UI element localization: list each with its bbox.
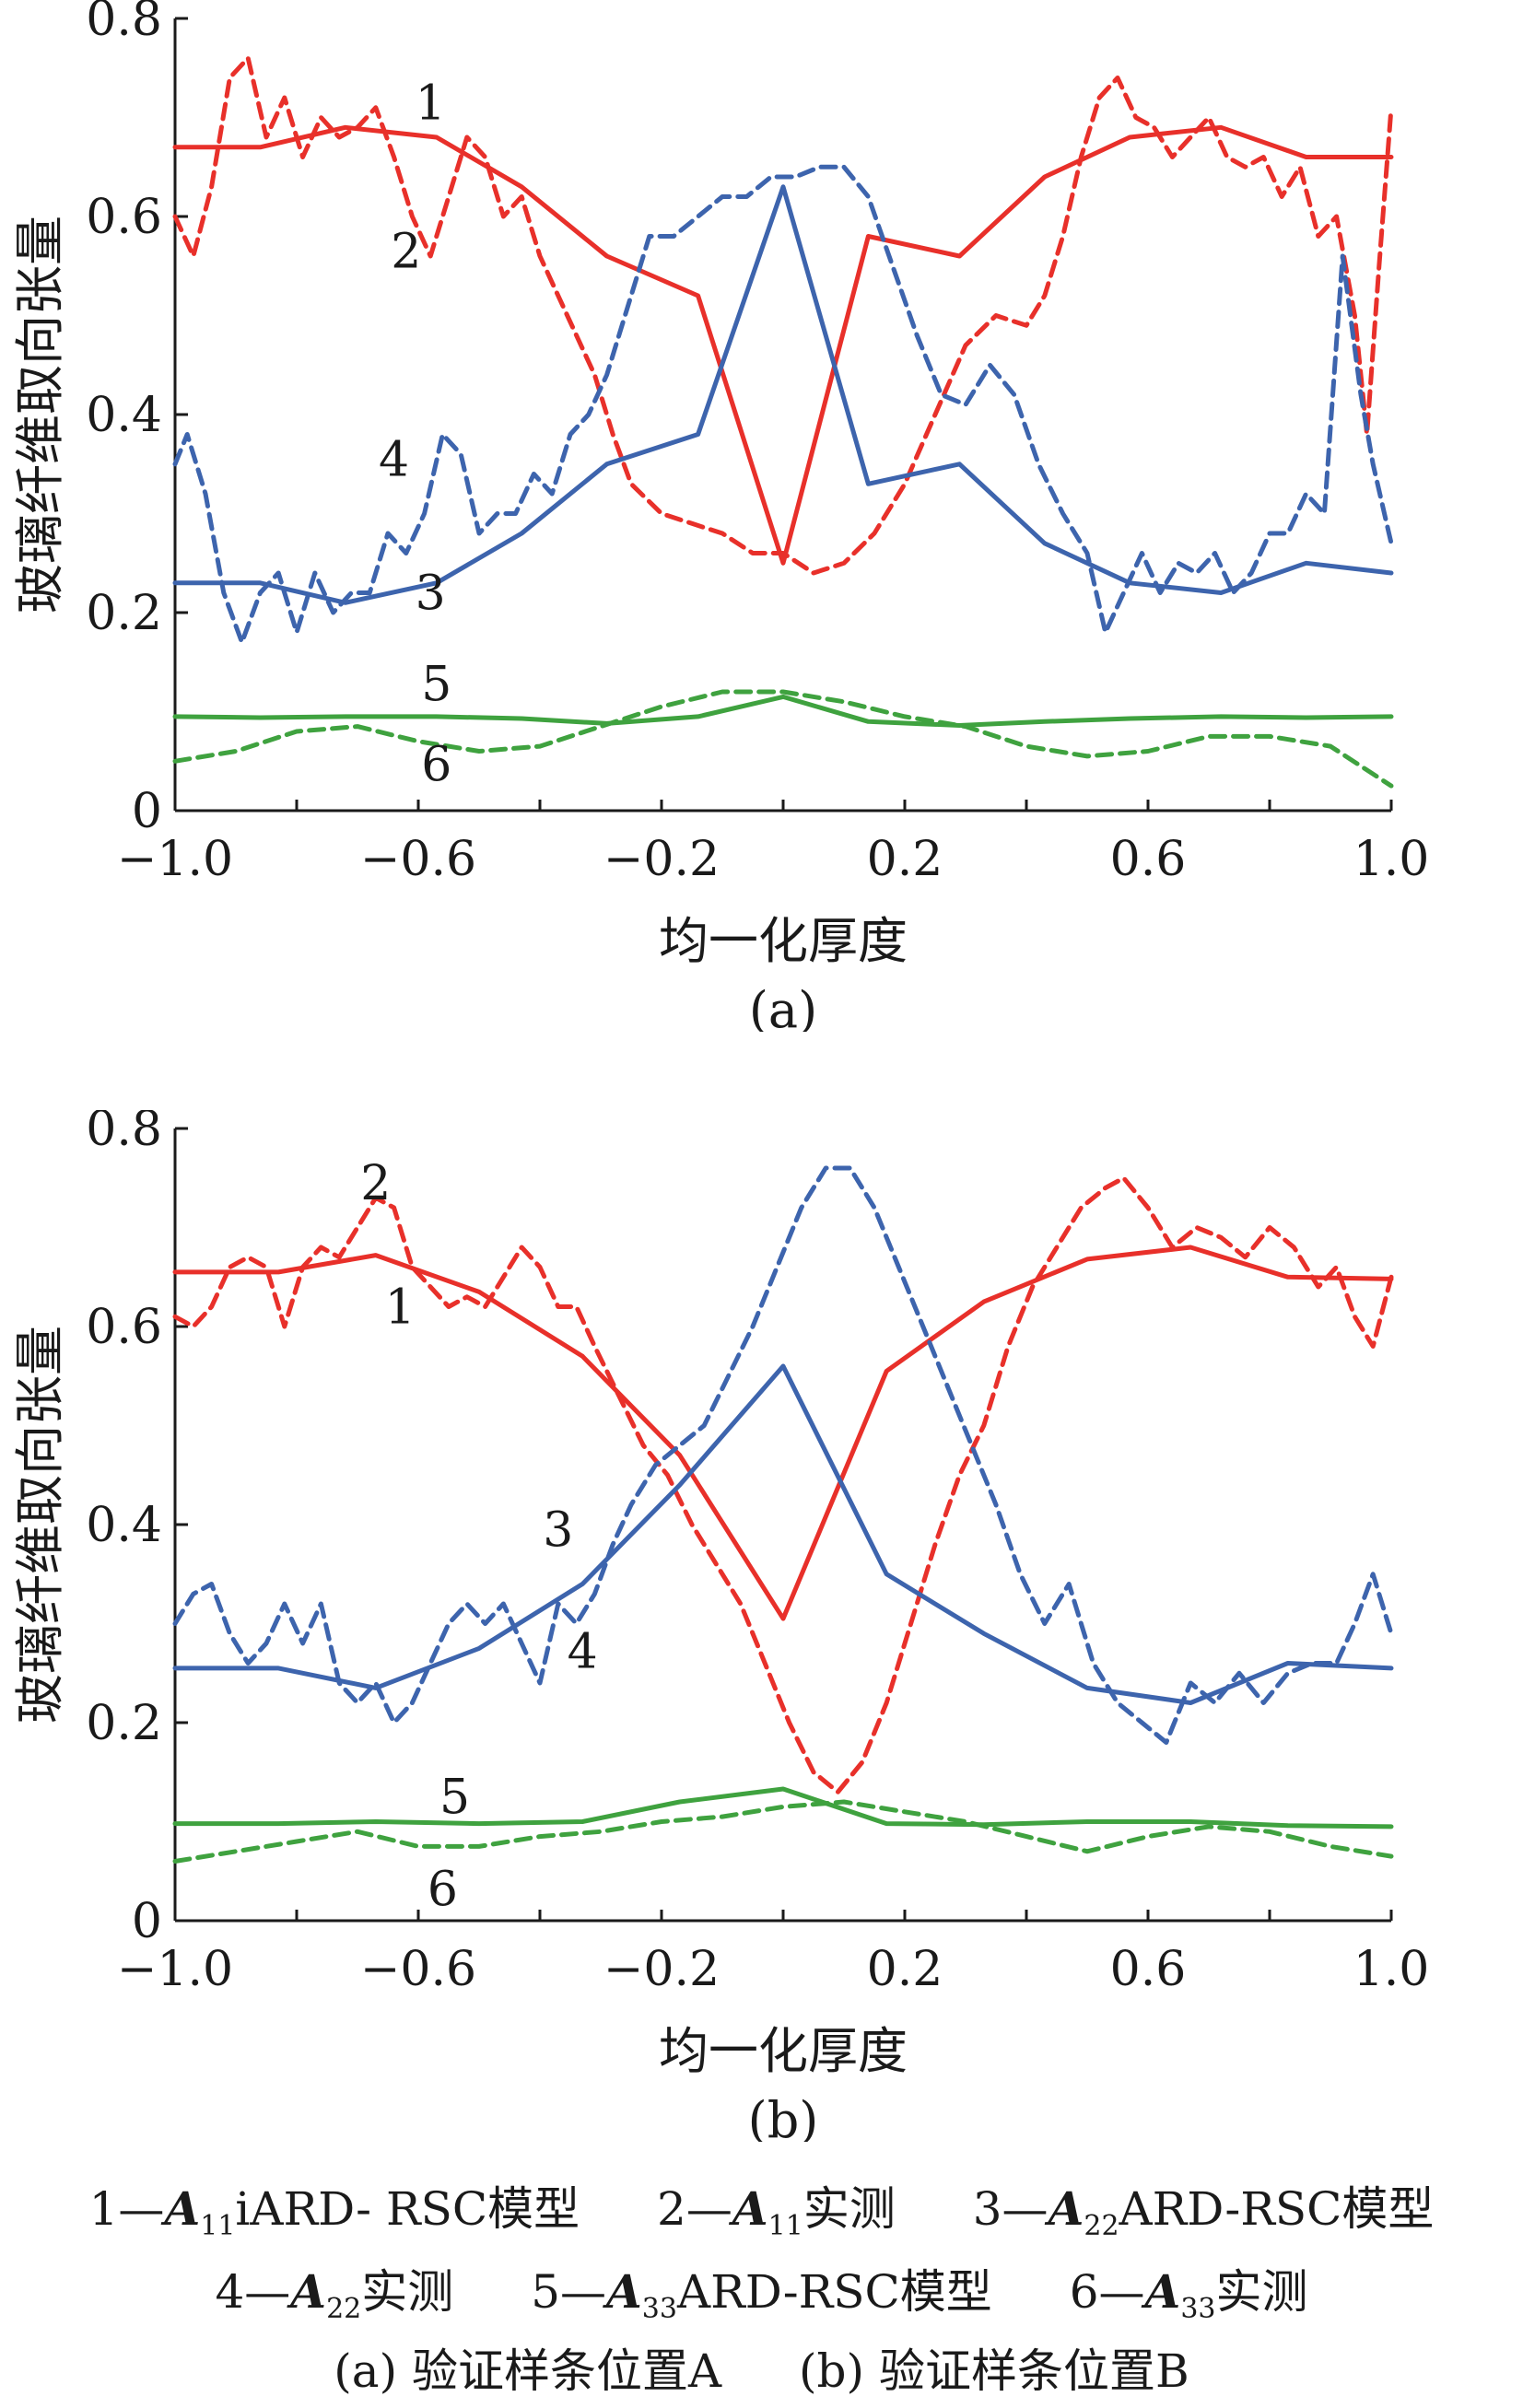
series-4-line [172,1165,1394,1745]
x-tick-label: 1.0 [1353,1942,1430,1997]
y-tick-label: 0.2 [86,586,162,641]
panel-caption: (a) [749,981,817,1032]
series-4-label: 4 [379,432,409,487]
x-tick-label: −1.0 [117,1942,233,1997]
y-tick-label: 0.4 [86,1498,162,1553]
x-tick-label: 0.2 [867,832,943,887]
series-1-line [172,124,1394,566]
y-tick-label: 0.6 [86,190,162,245]
series-6-line [172,1799,1394,1864]
series-3-line [172,1363,1394,1705]
series-5-line [172,1786,1394,1829]
series-4-label: 4 [568,1625,598,1680]
series-6-label: 6 [421,737,451,792]
y-axis-title: 玻璃纤维取向张量 [11,216,69,614]
y-tick-label: 0.4 [86,388,162,443]
series-4-line [172,164,1394,645]
legend-item-1: 1—A11iARD- RSC模型 [88,2181,580,2242]
y-tick-label: 0.2 [86,1696,162,1751]
series-1-label: 1 [416,76,446,131]
legend-item-6: 6—A33实测 [1069,2264,1308,2325]
legend-item-5: 5—A33ARD-RSC模型 [531,2264,992,2325]
caption-panel-b: (b) 验证样条位置B [799,2344,1189,2398]
series-2-line [172,1175,1394,1794]
caption-panel-a: (a) 验证样条位置A [334,2344,722,2398]
x-tick-label: −0.6 [360,832,476,887]
series-6-line [172,689,1394,789]
series-3-label: 3 [543,1502,573,1558]
y-tick-label: 0 [132,784,162,839]
x-tick-label: −0.2 [603,832,720,887]
panel-caption: (b) [748,2091,819,2142]
x-axis-title: 均一化厚度 [659,912,908,970]
legend-item-2: 2—A11实测 [657,2181,896,2242]
figure-caption: (a) 验证样条位置A (b) 验证样条位置B [0,2334,1523,2401]
y-tick-label: 0.8 [86,0,162,47]
x-tick-label: −0.6 [360,1942,476,1997]
y-tick-label: 0.6 [86,1300,162,1355]
series-5-label: 5 [421,657,451,712]
series-6-label: 6 [428,1863,458,1918]
x-tick-label: 0.2 [867,1942,943,1997]
x-tick-label: 0.6 [1110,1942,1187,1997]
series-1-line [172,1245,1394,1621]
chart-panel-a: 0 0.2 0.4 0.6 0.8 −1.0 −0.6 −0.2 0.2 0.6 1.0 均一化厚度 玻… [11,0,1430,1032]
x-tick-label: 0.6 [1110,832,1187,887]
series-1-label: 1 [385,1280,416,1336]
x-tick-label: −0.2 [603,1942,720,1997]
x-axis-title: 均一化厚度 [659,2022,908,2080]
y-tick-label: 0 [132,1894,162,1949]
legend-row-2: 4—A22实测 5—A33ARD-RSC模型 6—A33实测 [0,2255,1523,2325]
legend-item-3: 3—A22ARD-RSC模型 [972,2181,1435,2242]
series-5-line [172,694,1394,728]
legend-row-1: 1—A11iARD- RSC模型 2—A11实测 3—A22ARD-RSC模型 [0,2172,1523,2242]
series-3-line [172,184,1394,605]
series-2-label: 2 [360,1156,391,1211]
y-axis-title: 玻璃纤维取向张量 [11,1326,69,1724]
x-tick-label: −1.0 [117,832,233,887]
legend-item-4: 4—A22实测 [215,2264,454,2325]
series-2-line [172,55,1394,576]
series-3-label: 3 [416,567,446,622]
series-5-label: 5 [439,1771,470,1826]
x-tick-label: 1.0 [1353,832,1430,887]
chart-panel-b: 0 0.2 0.4 0.6 0.8 −1.0 −0.6 −0.2 0.2 0.6 1.0 均一化厚度 玻… [11,1110,1430,2142]
series-2-label: 2 [391,225,421,280]
y-tick-label: 0.8 [86,1110,162,1157]
